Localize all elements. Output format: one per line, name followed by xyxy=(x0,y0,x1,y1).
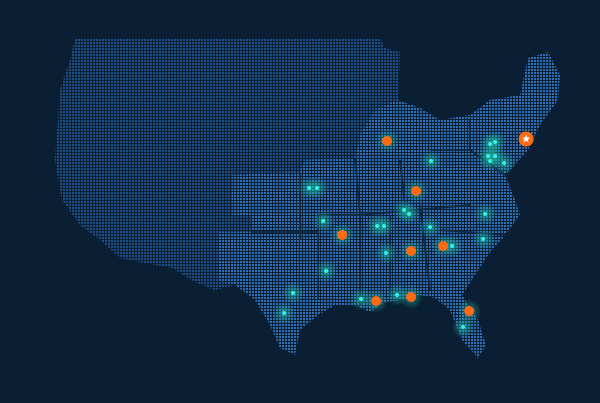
cyan-location-marker[interactable] xyxy=(291,291,296,296)
cyan-location-marker[interactable] xyxy=(488,141,493,146)
cyan-location-marker[interactable] xyxy=(461,324,466,329)
cyan-location-marker[interactable] xyxy=(493,140,498,144)
orange-location-marker[interactable] xyxy=(411,186,422,197)
primary-location-marker[interactable] xyxy=(518,131,534,147)
cyan-location-marker[interactable] xyxy=(282,310,287,315)
cyan-location-marker[interactable] xyxy=(428,225,433,230)
star-icon xyxy=(522,134,531,143)
cyan-location-marker[interactable] xyxy=(315,186,320,191)
cyan-location-marker[interactable] xyxy=(324,268,329,273)
cyan-location-marker[interactable] xyxy=(486,154,491,159)
cyan-location-marker[interactable] xyxy=(395,293,400,298)
orange-location-marker[interactable] xyxy=(464,306,475,316)
cyan-location-marker[interactable] xyxy=(493,154,498,159)
cyan-location-marker[interactable] xyxy=(307,186,312,191)
cyan-location-marker[interactable] xyxy=(407,212,412,217)
cyan-location-marker[interactable] xyxy=(429,158,434,163)
cyan-location-marker[interactable] xyxy=(450,244,455,248)
cyan-location-marker[interactable] xyxy=(502,161,507,166)
orange-location-marker[interactable] xyxy=(337,229,348,240)
highlighted-states xyxy=(218,52,560,358)
orange-location-marker[interactable] xyxy=(406,291,417,302)
cyan-location-marker[interactable] xyxy=(488,158,493,163)
orange-location-marker[interactable] xyxy=(406,245,417,256)
cyan-location-marker[interactable] xyxy=(359,297,364,302)
orange-location-marker[interactable] xyxy=(371,295,382,306)
cyan-location-marker[interactable] xyxy=(384,251,389,256)
cyan-location-marker[interactable] xyxy=(402,207,407,212)
cyan-location-marker[interactable] xyxy=(483,212,488,217)
cyan-location-marker[interactable] xyxy=(382,223,387,228)
cyan-location-marker[interactable] xyxy=(375,223,380,228)
cyan-location-marker[interactable] xyxy=(321,219,326,224)
orange-location-marker[interactable] xyxy=(382,135,393,146)
cyan-location-marker[interactable] xyxy=(481,236,486,241)
orange-location-marker[interactable] xyxy=(438,241,449,251)
